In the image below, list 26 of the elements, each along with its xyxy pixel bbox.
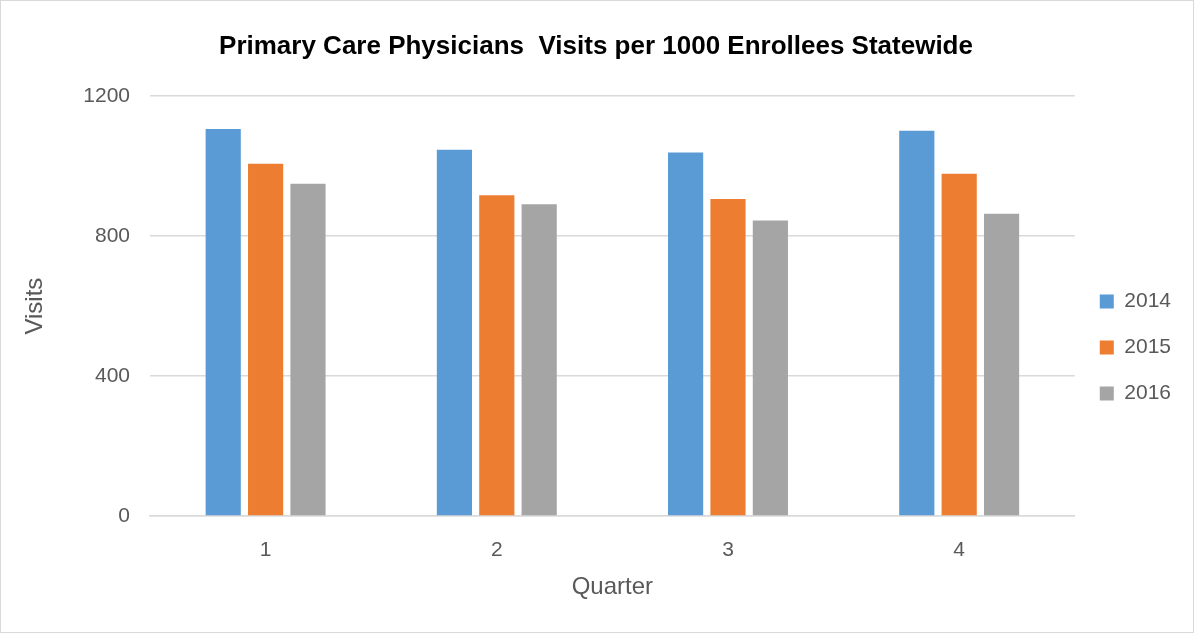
bar — [248, 163, 284, 516]
bar — [899, 130, 935, 516]
bar — [941, 173, 977, 516]
bar — [710, 199, 746, 516]
legend-label: 2015 — [1124, 334, 1171, 358]
y-tick-label: 0 — [118, 502, 130, 526]
bar — [983, 213, 1020, 516]
x-axis-title: Quarter — [571, 572, 654, 600]
y-tick-label: 400 — [94, 362, 130, 386]
chart-title: Primary Care Physicians Visits per 1000 Enrollees Statewide — [219, 29, 973, 60]
bar — [479, 195, 515, 516]
x-tick-label: 2 — [490, 537, 503, 561]
legend-label: 2016 — [1124, 380, 1171, 404]
bar — [205, 129, 241, 516]
bar — [436, 149, 472, 516]
legend-label: 2014 — [1124, 288, 1172, 312]
x-tick-label: 3 — [722, 537, 734, 561]
y-tick-label: 1200 — [83, 83, 130, 106]
bar — [290, 183, 326, 516]
x-tick-label: 1 — [259, 537, 272, 561]
bar — [521, 204, 557, 516]
y-tick-label: 800 — [94, 222, 130, 246]
bar — [668, 152, 704, 516]
y-axis-title: Visits — [20, 277, 48, 335]
bar — [752, 220, 788, 516]
x-tick-label: 4 — [953, 537, 966, 561]
